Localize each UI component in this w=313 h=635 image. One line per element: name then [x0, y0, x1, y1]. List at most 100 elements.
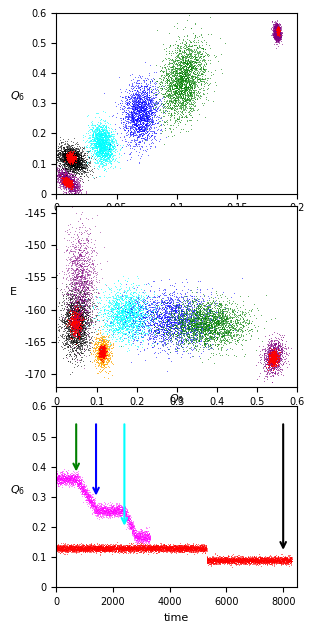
Point — [248, 551, 253, 561]
Point — [136, 542, 141, 552]
Point — [173, 294, 178, 304]
Point — [129, 333, 134, 344]
Point — [68, 340, 73, 351]
Point — [176, 540, 181, 550]
Point — [108, 545, 113, 555]
Point — [250, 556, 255, 566]
Point — [232, 554, 237, 565]
Point — [85, 490, 90, 500]
Point — [73, 157, 78, 167]
Point — [80, 260, 85, 271]
Point — [132, 537, 137, 547]
Point — [74, 162, 79, 172]
Point — [239, 557, 244, 567]
Point — [63, 177, 68, 187]
Point — [101, 349, 106, 359]
Point — [75, 160, 80, 170]
Point — [182, 302, 187, 312]
Point — [125, 98, 130, 108]
Point — [275, 23, 280, 33]
Point — [275, 29, 280, 39]
Point — [78, 241, 83, 251]
Point — [72, 323, 77, 333]
Point — [262, 359, 267, 369]
Point — [124, 87, 129, 97]
Point — [97, 156, 102, 166]
Point — [57, 176, 62, 186]
Point — [143, 98, 148, 109]
Point — [73, 311, 78, 321]
Point — [275, 25, 280, 35]
Point — [96, 117, 101, 127]
Point — [192, 542, 197, 552]
Point — [57, 544, 62, 554]
Point — [216, 558, 221, 568]
Point — [190, 51, 195, 62]
Point — [107, 142, 112, 152]
Point — [219, 312, 224, 322]
Point — [106, 308, 111, 318]
Point — [76, 312, 81, 322]
Point — [80, 315, 85, 325]
Point — [99, 507, 104, 518]
Point — [71, 154, 76, 164]
Point — [221, 311, 226, 321]
Point — [71, 322, 76, 332]
Point — [136, 531, 141, 541]
Point — [122, 544, 127, 554]
Point — [110, 148, 115, 158]
Point — [179, 543, 184, 553]
Point — [135, 540, 140, 551]
Point — [199, 304, 204, 314]
Point — [66, 356, 71, 366]
Point — [135, 307, 140, 318]
Point — [172, 345, 177, 356]
Point — [120, 330, 125, 340]
Point — [195, 542, 200, 552]
Point — [69, 288, 74, 298]
Point — [149, 545, 154, 555]
Point — [194, 545, 199, 556]
Point — [138, 534, 143, 544]
Point — [68, 168, 73, 178]
Point — [177, 89, 182, 99]
Point — [276, 27, 281, 37]
Point — [68, 473, 73, 483]
Point — [164, 542, 169, 552]
Point — [274, 27, 279, 37]
Point — [123, 134, 128, 144]
Point — [187, 65, 192, 75]
Point — [258, 553, 263, 563]
Point — [105, 139, 110, 149]
Point — [95, 133, 100, 143]
Point — [194, 546, 199, 556]
Point — [172, 547, 177, 557]
Point — [172, 100, 177, 110]
Point — [262, 558, 267, 568]
Point — [143, 542, 148, 552]
Point — [145, 526, 150, 536]
Point — [61, 180, 66, 190]
Point — [152, 542, 157, 552]
Point — [66, 171, 71, 182]
Point — [76, 544, 81, 554]
Point — [130, 316, 135, 326]
Point — [69, 544, 74, 554]
Point — [235, 554, 240, 564]
Point — [74, 547, 79, 557]
Point — [222, 330, 227, 340]
Point — [232, 317, 237, 327]
Point — [269, 552, 274, 563]
Point — [68, 173, 73, 183]
Point — [202, 335, 207, 345]
Point — [118, 132, 123, 142]
Point — [153, 110, 158, 120]
Point — [263, 555, 268, 565]
Point — [180, 84, 185, 95]
Point — [201, 74, 206, 84]
Point — [169, 319, 174, 329]
Point — [60, 173, 65, 183]
Point — [245, 557, 250, 567]
Point — [106, 541, 111, 551]
Point — [84, 141, 89, 151]
